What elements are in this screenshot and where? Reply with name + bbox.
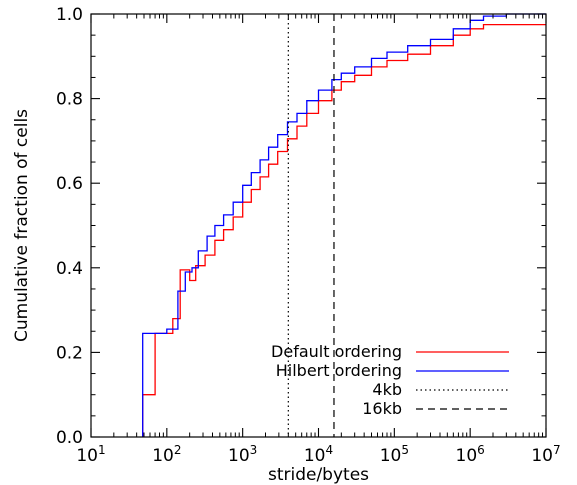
y-tick-label: 0.6 xyxy=(56,174,83,194)
x-tick-label: 102 xyxy=(152,443,181,466)
series-layer xyxy=(142,13,546,437)
x-tick-label: 104 xyxy=(304,443,333,466)
y-tick-label: 0.2 xyxy=(56,343,83,363)
x-tick-label: 105 xyxy=(380,443,409,466)
x-axis-title: stride/bytes xyxy=(268,465,369,485)
reference-lines-layer xyxy=(287,14,335,437)
tick-labels-layer: 101 102 103 104 105 106 107 0.0 0.2 0.4 0.6 0.8 1.0 xyxy=(56,5,561,466)
y-tick-label: 0.0 xyxy=(56,428,83,448)
legend-label-hilbert-ordering: Hilbert ordering xyxy=(276,361,402,380)
legend-label-default-ordering: Default ordering xyxy=(271,342,402,361)
x-tick-label: 103 xyxy=(228,443,257,466)
x-tick-label: 107 xyxy=(531,443,560,466)
ticks-layer xyxy=(90,13,547,438)
series-line-hilbert-ordering xyxy=(142,13,546,437)
y-tick-label: 1.0 xyxy=(56,5,83,25)
y-tick-label: 0.8 xyxy=(56,90,83,110)
x-tick-label: 106 xyxy=(456,443,485,466)
y-axis-title: Cumulative fraction of cells xyxy=(12,109,32,342)
legend-label-16kb: 16kb xyxy=(362,399,402,418)
x-tick-label: 101 xyxy=(76,443,105,466)
series-line-default-ordering xyxy=(142,23,546,437)
legend-label-4kb: 4kb xyxy=(372,380,402,399)
y-tick-label: 0.4 xyxy=(56,259,83,279)
